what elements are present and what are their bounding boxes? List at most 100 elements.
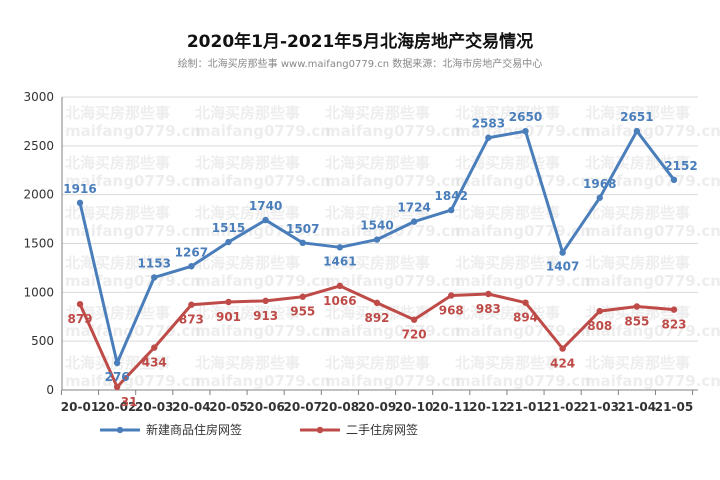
data-point bbox=[336, 282, 344, 290]
watermark-text: 北海买房那些事 bbox=[195, 104, 300, 122]
y-tick-label: 0 bbox=[46, 383, 54, 397]
x-tick-label: 21-01 bbox=[506, 400, 544, 414]
watermark-url: maifang0779.cn bbox=[325, 122, 461, 140]
watermark-url: maifang0779.cn bbox=[195, 372, 331, 390]
watermark-layer: 北海买房那些事maifang0779.cn北海买房那些事maifang0779.… bbox=[65, 104, 720, 390]
data-label: 808 bbox=[587, 319, 612, 333]
watermark-text: 北海买房那些事 bbox=[195, 204, 300, 222]
data-label: 424 bbox=[550, 357, 575, 371]
data-label: 873 bbox=[179, 313, 204, 327]
x-tick-label: 20-04 bbox=[172, 400, 210, 414]
data-label: 1540 bbox=[360, 219, 393, 233]
watermark-url: maifang0779.cn bbox=[585, 372, 720, 390]
watermark-text: 北海买房那些事 bbox=[585, 254, 690, 272]
data-label: 1066 bbox=[323, 294, 356, 308]
y-tick-label: 1500 bbox=[23, 237, 54, 251]
data-label: 879 bbox=[67, 312, 92, 326]
data-point bbox=[522, 299, 529, 306]
legend-marker bbox=[316, 426, 324, 434]
data-point bbox=[559, 249, 566, 256]
data-point bbox=[188, 301, 195, 308]
watermark-text: 北海买房那些事 bbox=[325, 204, 430, 222]
x-tick-label: 20-01 bbox=[61, 400, 99, 414]
watermark-text: 北海买房那些事 bbox=[455, 254, 560, 272]
x-tick-label: 21-02 bbox=[543, 400, 581, 414]
watermark-url: maifang0779.cn bbox=[455, 372, 591, 390]
gridlines bbox=[62, 96, 698, 342]
x-tick-label: 20-06 bbox=[246, 400, 284, 414]
data-point bbox=[448, 206, 455, 214]
data-label: 1916 bbox=[63, 182, 96, 196]
x-tick-label: 20-11 bbox=[432, 400, 470, 414]
watermark-url: maifang0779.cn bbox=[585, 222, 720, 240]
data-label: 983 bbox=[476, 302, 501, 316]
watermark-text: 北海买房那些事 bbox=[65, 204, 170, 222]
watermark-text: 北海买房那些事 bbox=[65, 304, 170, 322]
watermark-url: maifang0779.cn bbox=[195, 272, 331, 290]
watermark-url: maifang0779.cn bbox=[585, 122, 720, 140]
data-point bbox=[448, 292, 455, 299]
data-label: 2651 bbox=[620, 110, 653, 124]
data-label: 720 bbox=[402, 328, 427, 342]
watermark-url: maifang0779.cn bbox=[585, 172, 720, 190]
data-point bbox=[113, 383, 121, 391]
data-point bbox=[113, 359, 121, 367]
watermark-text: 北海买房那些事 bbox=[585, 104, 690, 122]
watermark-url: maifang0779.cn bbox=[65, 322, 201, 340]
x-tick-label: 20-10 bbox=[395, 400, 433, 414]
data-label: 894 bbox=[513, 311, 538, 325]
watermark-url: maifang0779.cn bbox=[455, 222, 591, 240]
data-point bbox=[596, 194, 603, 201]
data-label: 434 bbox=[142, 356, 167, 370]
watermark-url: maifang0779.cn bbox=[65, 172, 201, 190]
legend-label-2: 二手住房网签 bbox=[346, 422, 418, 437]
data-point bbox=[410, 316, 418, 323]
data-point bbox=[670, 306, 678, 313]
watermark-text: 北海买房那些事 bbox=[195, 354, 300, 372]
x-tick-label: 21-04 bbox=[618, 400, 656, 414]
watermark-text: 北海买房那些事 bbox=[65, 104, 170, 122]
data-label: 1724 bbox=[397, 201, 430, 215]
axes: 05001000150020002500300020-0120-0220-032… bbox=[23, 90, 698, 414]
data-point bbox=[299, 293, 306, 300]
data-label: 855 bbox=[624, 314, 649, 328]
x-tick-label: 21-03 bbox=[581, 400, 619, 414]
watermark-url: maifang0779.cn bbox=[195, 172, 331, 190]
data-point bbox=[559, 345, 566, 352]
data-label: 968 bbox=[439, 303, 464, 317]
data-label: 276 bbox=[105, 370, 130, 384]
x-tick-label: 20-12 bbox=[469, 400, 507, 414]
data-label: 1968 bbox=[583, 177, 616, 191]
data-label: 1842 bbox=[435, 189, 468, 203]
data-point bbox=[262, 297, 269, 305]
data-label: 2650 bbox=[509, 110, 542, 124]
watermark-text: 北海买房那些事 bbox=[455, 354, 560, 372]
data-label: 1267 bbox=[175, 245, 208, 259]
watermark-text: 北海买房那些事 bbox=[585, 204, 690, 222]
x-tick-label: 20-05 bbox=[209, 400, 247, 414]
data-label: 1461 bbox=[323, 254, 356, 268]
data-label: 1515 bbox=[212, 221, 245, 235]
data-label: 2152 bbox=[664, 159, 697, 173]
watermark-text: 北海买房那些事 bbox=[455, 104, 560, 122]
watermark-url: maifang0779.cn bbox=[325, 372, 461, 390]
data-point bbox=[76, 199, 84, 207]
data-label: 1740 bbox=[249, 199, 282, 213]
data-label: 1153 bbox=[138, 256, 171, 270]
y-tick-label: 500 bbox=[31, 334, 54, 348]
y-tick-label: 2000 bbox=[23, 188, 54, 202]
data-points bbox=[76, 127, 678, 391]
watermark-text: 北海买房那些事 bbox=[325, 254, 430, 272]
watermark-url: maifang0779.cn bbox=[325, 322, 461, 340]
data-point bbox=[596, 307, 603, 315]
x-tick-label: 21-05 bbox=[655, 400, 693, 414]
watermark-url: maifang0779.cn bbox=[325, 272, 461, 290]
data-label: 1407 bbox=[546, 260, 579, 274]
watermark-url: maifang0779.cn bbox=[65, 222, 201, 240]
data-point bbox=[373, 236, 381, 243]
data-point bbox=[633, 127, 641, 135]
watermark-text: 北海买房那些事 bbox=[195, 304, 300, 322]
x-tick-label: 20-03 bbox=[135, 400, 173, 414]
watermark-url: maifang0779.cn bbox=[195, 222, 331, 240]
watermark-url: maifang0779.cn bbox=[325, 172, 461, 190]
